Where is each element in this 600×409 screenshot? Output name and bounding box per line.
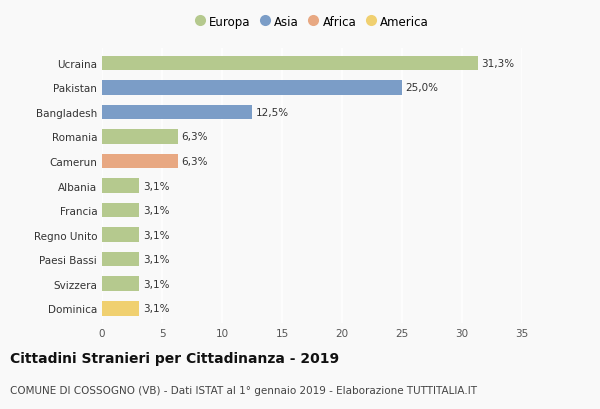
Text: 3,1%: 3,1% xyxy=(143,230,169,240)
Text: COMUNE DI COSSOGNO (VB) - Dati ISTAT al 1° gennaio 2019 - Elaborazione TUTTITALI: COMUNE DI COSSOGNO (VB) - Dati ISTAT al … xyxy=(10,384,477,395)
Text: 3,1%: 3,1% xyxy=(143,181,169,191)
Text: 6,3%: 6,3% xyxy=(181,157,208,166)
Text: Cittadini Stranieri per Cittadinanza - 2019: Cittadini Stranieri per Cittadinanza - 2… xyxy=(10,351,340,365)
Bar xyxy=(102,301,139,316)
Bar xyxy=(102,56,478,71)
Bar xyxy=(102,81,402,96)
Bar xyxy=(102,154,178,169)
Text: 3,1%: 3,1% xyxy=(143,254,169,265)
Bar xyxy=(102,179,139,193)
Text: 25,0%: 25,0% xyxy=(406,83,439,93)
Bar xyxy=(102,228,139,243)
Text: 12,5%: 12,5% xyxy=(256,108,289,118)
Text: 3,1%: 3,1% xyxy=(143,279,169,289)
Text: 31,3%: 31,3% xyxy=(481,59,514,69)
Bar xyxy=(102,203,139,218)
Bar xyxy=(102,130,178,144)
Text: 6,3%: 6,3% xyxy=(181,132,208,142)
Bar xyxy=(102,276,139,291)
Text: 3,1%: 3,1% xyxy=(143,206,169,216)
Bar xyxy=(102,106,252,120)
Bar xyxy=(102,252,139,267)
Text: 3,1%: 3,1% xyxy=(143,303,169,313)
Legend: Europa, Asia, Africa, America: Europa, Asia, Africa, America xyxy=(190,11,434,34)
